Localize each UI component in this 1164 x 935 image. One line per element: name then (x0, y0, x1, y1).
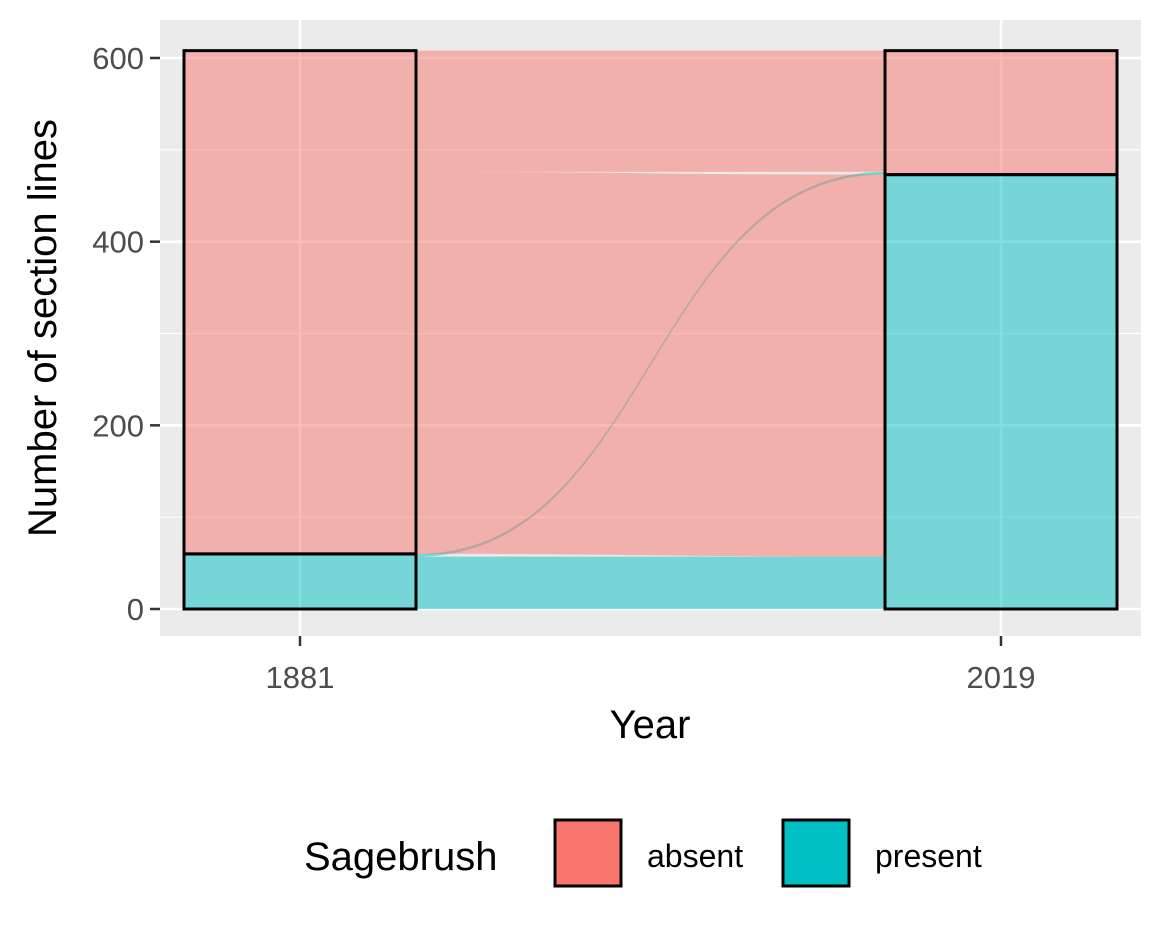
stratum-1881-present (182, 552, 418, 611)
alluvium-flows (416, 50, 885, 609)
x-axis: 1881 2019 (266, 636, 1036, 695)
y-axis: 0 200 400 600 (92, 41, 160, 627)
stratum-1881-absent (182, 49, 418, 556)
y-tick-label: 200 (92, 408, 144, 443)
x-axis-title: Year (610, 703, 691, 747)
legend-title: Sagebrush (304, 835, 497, 879)
y-tick-label: 600 (92, 41, 144, 76)
legend-key-absent (553, 818, 623, 888)
flow-present-to-present (416, 556, 885, 609)
y-axis-title: Number of section lines (21, 119, 65, 537)
flow-absent-to-absent (416, 50, 885, 172)
legend-label-absent: absent (647, 838, 743, 874)
y-tick-label: 400 (92, 225, 144, 260)
legend-key-present (781, 818, 851, 888)
stratum-2019-absent (883, 49, 1119, 177)
y-tick-label: 0 (127, 592, 144, 627)
flow-absent-to-present (416, 171, 885, 557)
x-tick-label: 1881 (266, 660, 335, 695)
strata-bars (182, 49, 1119, 611)
legend-label-present: present (875, 838, 982, 874)
legend: Sagebrush absent present (304, 818, 982, 888)
stratum-2019-present (883, 173, 1119, 611)
x-tick-label: 2019 (967, 660, 1036, 695)
